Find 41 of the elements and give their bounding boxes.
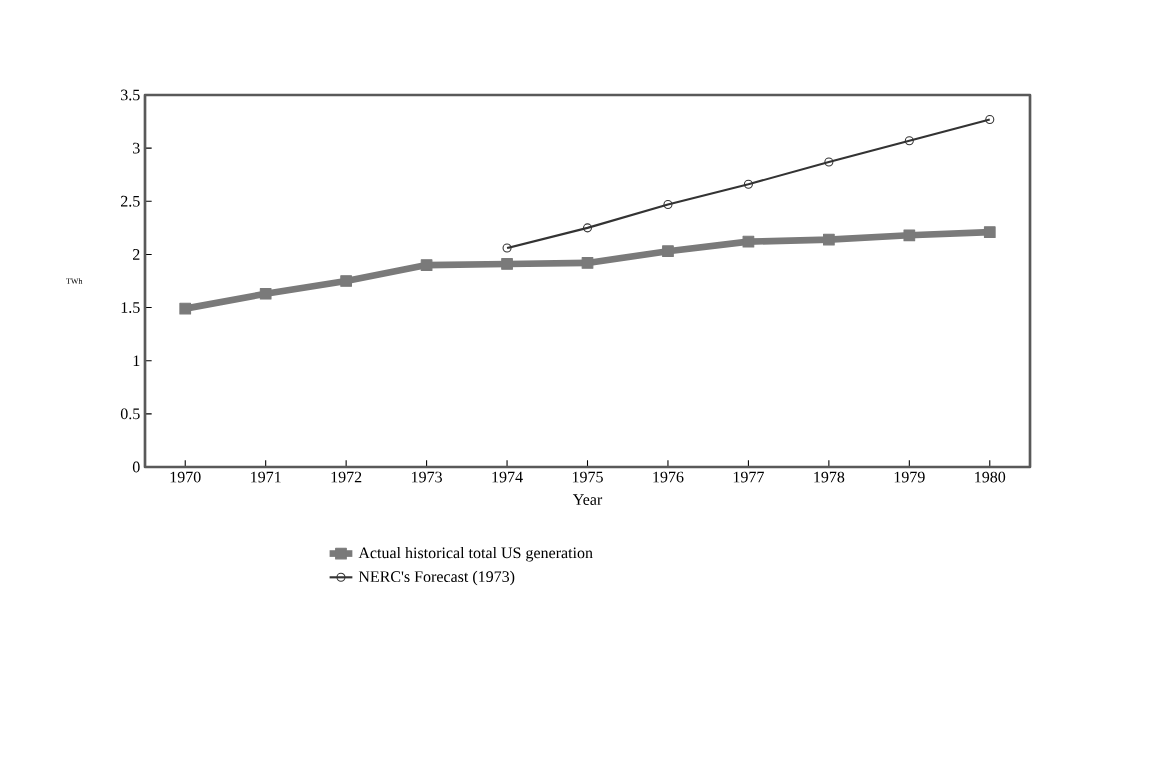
y-tick-label: 3.5 bbox=[121, 89, 140, 101]
x-tick-label: 1974 bbox=[492, 471, 523, 483]
x-tick-label: 1978 bbox=[814, 471, 845, 483]
point bbox=[985, 114, 995, 124]
x-tick-label: 1977 bbox=[733, 471, 764, 483]
point bbox=[502, 243, 512, 253]
point bbox=[663, 199, 673, 210]
point bbox=[501, 258, 513, 270]
point bbox=[823, 233, 835, 246]
y-tick-label: 1.5 bbox=[121, 302, 140, 313]
y-tick-label: 2.5 bbox=[121, 195, 140, 207]
x-tick-label: 1980 bbox=[975, 471, 1006, 483]
point bbox=[582, 223, 593, 233]
x-tick-label: 1979 bbox=[894, 471, 925, 483]
point bbox=[420, 259, 433, 271]
y-tick-label: 0.5 bbox=[120, 408, 140, 420]
point bbox=[259, 287, 272, 300]
x-tick-label: 1975 bbox=[572, 471, 603, 483]
point bbox=[983, 226, 996, 238]
point bbox=[581, 257, 594, 269]
point bbox=[340, 275, 353, 287]
point bbox=[904, 136, 914, 146]
x-tick-label: 1972 bbox=[331, 471, 362, 483]
x-tick-label: 1973 bbox=[411, 471, 442, 483]
x-tick-label: 1970 bbox=[170, 471, 201, 483]
x-tick-label: 1976 bbox=[653, 471, 684, 483]
point bbox=[824, 157, 834, 167]
legend-label: Actual historical total US generation bbox=[358, 547, 593, 562]
y-tick-label: 2 bbox=[133, 249, 140, 260]
point bbox=[179, 302, 192, 315]
y-tick-label: 3 bbox=[133, 142, 140, 154]
y-axis-title: TWh bbox=[66, 278, 83, 284]
x-tick-label: 1971 bbox=[251, 471, 281, 483]
y-tick-label: 0 bbox=[132, 461, 140, 473]
point bbox=[903, 229, 916, 242]
point bbox=[662, 245, 674, 258]
point bbox=[742, 235, 755, 248]
point bbox=[743, 179, 753, 189]
legend-label: NERC's Forecast (1973) bbox=[358, 570, 515, 586]
y-tick-label: 1 bbox=[133, 355, 140, 366]
x-axis-title: Year bbox=[572, 494, 603, 505]
